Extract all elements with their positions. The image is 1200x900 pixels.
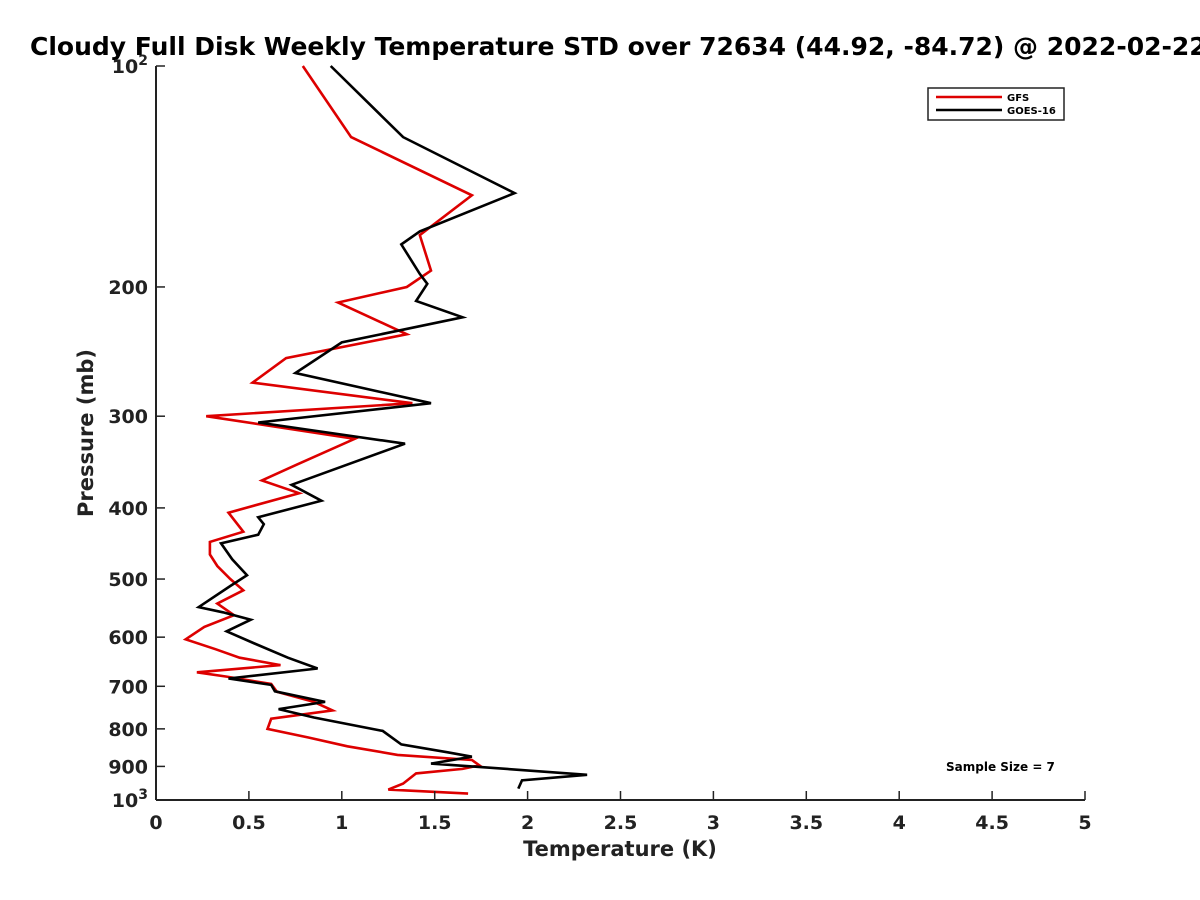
y-tick-label: 103: [112, 787, 148, 812]
plot-series: [182, 65, 588, 795]
y-tick-label: 400: [108, 498, 148, 520]
y-axis-label: Pressure (mb): [74, 349, 98, 517]
y-tick-label: 700: [108, 676, 148, 698]
x-tick-label: 3: [707, 812, 720, 834]
x-tick-label: 2: [521, 812, 534, 834]
y-tick-label: 200: [108, 277, 148, 299]
y-tick-label: 600: [108, 627, 148, 649]
x-ticks: 0 0.5 1 1.5 2 2.5 3 3.5 4 4.5 5: [149, 791, 1092, 834]
x-tick-label: 4.5: [975, 812, 1009, 834]
x-tick-label: 2.5: [604, 812, 638, 834]
legend-label-goes16: GOES-16: [1007, 106, 1056, 117]
legend-box: [927, 87, 1065, 121]
legend: GFS GOES-16: [927, 87, 1065, 121]
y-ticks: 102 200 300 400 500 600 700 800 900 103: [108, 53, 165, 812]
y-tick-label: 900: [108, 756, 148, 778]
x-tick-label: 0: [149, 812, 162, 834]
x-tick-label: 3.5: [789, 812, 823, 834]
y-tick-label: 102: [112, 53, 148, 78]
x-tick-label: 1.5: [418, 812, 452, 834]
x-tick-label: 0.5: [232, 812, 266, 834]
y-tick-label: 800: [108, 719, 148, 741]
series-line-gfs: [182, 65, 483, 795]
x-tick-label: 4: [893, 812, 906, 834]
legend-label-gfs: GFS: [1007, 93, 1029, 104]
sample-size-annotation: Sample Size = 7: [946, 760, 1055, 774]
x-axis-label: Temperature (K): [523, 837, 717, 861]
x-tick-label: 5: [1078, 812, 1091, 834]
chart-title: Cloudy Full Disk Weekly Temperature STD …: [30, 32, 1200, 61]
y-tick-label: 500: [108, 569, 148, 591]
series-line-goes16: [195, 65, 588, 790]
x-tick-label: 1: [335, 812, 348, 834]
y-tick-label: 300: [108, 406, 148, 428]
